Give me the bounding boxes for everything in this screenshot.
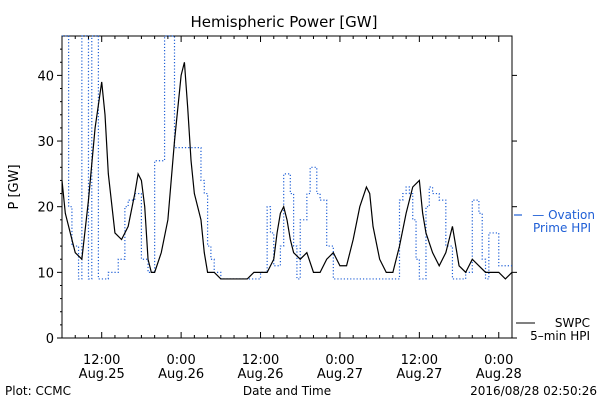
x-tick-time-label: 0:00 — [325, 353, 354, 368]
legend-ovation-line2: Prime HPI — [533, 221, 591, 235]
plot-credit: Plot: CCMC — [5, 384, 71, 398]
plot-area — [61, 35, 513, 339]
x-tick-date-label: Aug.26 — [158, 367, 204, 382]
x-tick-time-label: 12:00 — [401, 353, 438, 368]
series-ovation-prime-hpi — [62, 35, 512, 280]
plot-border — [61, 35, 513, 339]
x-tick-date-label: Aug.25 — [79, 367, 125, 382]
x-tick-time-label: 0:00 — [167, 353, 196, 368]
y-tick-label: 40 — [37, 69, 54, 84]
x-axis: 12:00Aug.250:00Aug.2612:00Aug.260:00Aug.… — [61, 36, 522, 382]
legend-ovation-line1: — Ovation — [532, 208, 595, 222]
y-tick-label: 30 — [37, 135, 54, 150]
y-tick-label: 20 — [37, 201, 54, 216]
x-tick-date-label: Aug.27 — [317, 367, 363, 382]
y-axis-label: P [GW] — [7, 164, 22, 209]
timestamp: 2016/08/28 02:50:26 — [470, 384, 597, 398]
legend-swpc-line2: 5–min HPI — [530, 329, 590, 343]
chart-title: Hemispheric Power [GW] — [191, 13, 378, 31]
y-tick-label: 0 — [46, 332, 54, 347]
x-tick-date-label: Aug.27 — [396, 367, 442, 382]
x-tick-time-label: 0:00 — [484, 353, 513, 368]
x-tick-date-label: Aug.26 — [237, 367, 283, 382]
x-tick-time-label: 12:00 — [83, 353, 120, 368]
x-tick-date-label: Aug.28 — [476, 367, 522, 382]
y-axis: 0 10 20 30 40 — [37, 48, 517, 347]
legend: — Ovation Prime HPI SWPC 5–min HPI — [514, 208, 595, 343]
y-tick-label: 10 — [37, 266, 54, 281]
legend-swpc-line1: SWPC — [555, 316, 590, 330]
series-layer — [61, 35, 513, 280]
series-swpc-5min-hpi — [61, 62, 513, 280]
x-tick-time-label: 12:00 — [242, 353, 279, 368]
x-axis-label: Date and Time — [243, 384, 331, 398]
